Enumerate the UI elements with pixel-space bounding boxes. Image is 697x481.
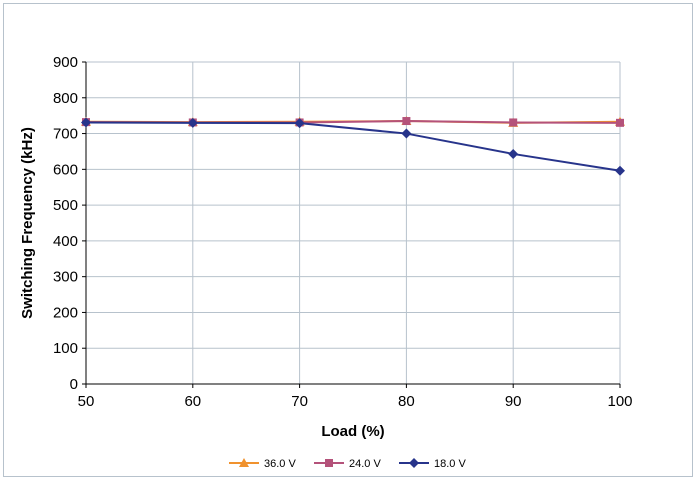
x-tick-label: 90 <box>505 393 522 410</box>
x-tick-label: 80 <box>398 393 415 410</box>
tick-labels: 0 100 200 300 400 500 600 700 800 900 50 60 70 80 90 10… <box>53 54 633 410</box>
x-tick-label: 70 <box>291 393 308 410</box>
legend-swatch-marker <box>239 458 249 467</box>
legend-label: 24.0 V <box>349 458 381 470</box>
legend-swatch-marker <box>409 458 419 468</box>
legend-item: 18.0 V <box>399 458 466 470</box>
series-lines <box>81 116 625 176</box>
series-line <box>85 121 621 172</box>
legend: 36.0 V 24.0 V 18.0 V <box>229 458 466 470</box>
y-tick-label: 700 <box>53 126 78 143</box>
legend-swatch-marker <box>325 459 333 467</box>
axes <box>82 61 621 388</box>
data-point <box>402 117 411 126</box>
grid <box>86 61 621 384</box>
data-point <box>81 117 91 128</box>
chart-frame: 0 100 200 300 400 500 600 700 800 900 50 60 70 80 90 10… <box>3 3 693 477</box>
x-axis-title: Load (%) <box>321 423 384 440</box>
y-tick-label: 600 <box>53 161 78 178</box>
y-tick-label: 0 <box>70 376 78 393</box>
x-tick-label: 60 <box>184 393 201 410</box>
data-point <box>187 117 198 128</box>
x-tick-label: 100 <box>607 393 632 410</box>
line-chart: 0 100 200 300 400 500 600 700 800 900 50 60 70 80 90 10… <box>19 54 633 470</box>
data-point <box>616 118 624 127</box>
legend-item: 24.0 V <box>314 458 381 470</box>
y-axis-title: Switching Frequency (kHz) <box>19 127 36 319</box>
data-point <box>508 148 519 159</box>
y-tick-label: 100 <box>53 340 78 357</box>
legend-label: 18.0 V <box>434 458 466 470</box>
y-tick-label: 800 <box>53 90 78 107</box>
data-point <box>509 118 518 127</box>
data-point <box>401 128 412 139</box>
y-tick-label: 500 <box>53 197 78 214</box>
legend-label: 36.0 V <box>264 458 296 470</box>
data-point <box>294 118 305 129</box>
y-tick-label: 400 <box>53 233 78 250</box>
series-2 <box>81 117 625 176</box>
y-tick-label: 300 <box>53 269 78 286</box>
data-point <box>615 165 625 176</box>
legend-item: 36.0 V <box>229 458 296 470</box>
y-tick-label: 900 <box>53 54 78 71</box>
x-tick-label: 50 <box>78 393 95 410</box>
y-tick-label: 200 <box>53 304 78 321</box>
